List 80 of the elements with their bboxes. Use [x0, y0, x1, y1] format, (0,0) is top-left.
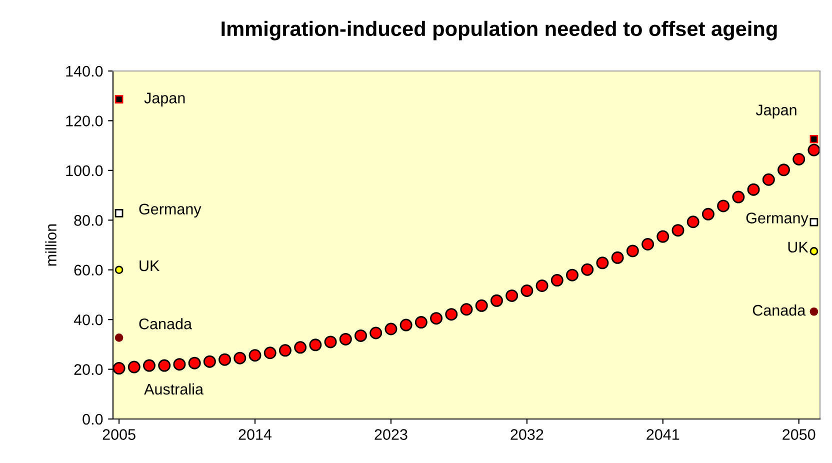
text: Canada [139, 318, 192, 330]
point [218, 353, 232, 366]
point [414, 316, 428, 329]
point [810, 307, 818, 316]
point [520, 284, 534, 297]
y-tick-label: 100.0 [66, 165, 103, 176]
point [248, 349, 262, 362]
point [188, 356, 201, 370]
point [324, 336, 337, 348]
point [686, 216, 700, 228]
point [114, 95, 124, 104]
y-axis-title: million [45, 224, 56, 266]
point [566, 268, 578, 282]
point [642, 238, 654, 251]
point [143, 359, 156, 372]
point [550, 274, 564, 287]
y-tick-label: 40.0 [74, 314, 103, 326]
point [672, 224, 684, 237]
point [762, 173, 775, 186]
point [309, 338, 322, 352]
y-tick-label: 120.0 [66, 116, 103, 126]
y-tick-label: 20.0 [74, 364, 103, 375]
y-tick-label: 80.0 [74, 215, 103, 226]
point [384, 322, 398, 336]
series-label: Japan [144, 92, 185, 106]
point [702, 208, 714, 220]
point [114, 266, 124, 274]
point [278, 344, 292, 357]
point [792, 152, 806, 166]
series-label: Australia [144, 383, 204, 395]
point [294, 341, 307, 354]
point [264, 346, 276, 360]
series-label: Canada [752, 304, 806, 316]
point [596, 256, 609, 270]
y-tick-label: 0.0 [82, 414, 103, 425]
point [810, 218, 818, 226]
point [370, 326, 382, 340]
point [732, 190, 745, 204]
point [656, 230, 670, 243]
point [810, 247, 818, 256]
point [203, 355, 216, 368]
point [626, 244, 639, 258]
point [234, 352, 246, 364]
point [747, 183, 760, 196]
point [506, 289, 518, 302]
y-tick-label: 60.0 [74, 264, 103, 276]
point [158, 359, 171, 372]
point [354, 329, 368, 342]
x-tick-label: 2005 [102, 429, 136, 440]
x-tick-label: 2050 [782, 429, 816, 440]
point [173, 358, 186, 371]
point [339, 332, 352, 346]
point [777, 164, 790, 176]
point [445, 308, 458, 321]
series-label: Germany [746, 212, 808, 226]
point [611, 251, 624, 264]
text: Japan [756, 104, 796, 118]
point [128, 360, 140, 374]
chart-title: Immigration-induced population needed to offset ageing [222, 20, 777, 40]
series-label: UK [788, 242, 808, 253]
point [114, 334, 124, 342]
point [810, 134, 818, 144]
text: UK [140, 260, 160, 272]
point [475, 299, 488, 312]
point [400, 318, 412, 332]
point [536, 280, 548, 292]
point [113, 362, 126, 375]
x-tick-label: 2032 [510, 429, 544, 440]
point [490, 294, 503, 307]
point [460, 303, 473, 316]
point [808, 144, 820, 156]
point [581, 263, 594, 276]
x-tick-label: 2014 [238, 429, 272, 440]
point [717, 200, 730, 212]
y-tick-label: 140.0 [66, 66, 103, 77]
point [114, 209, 124, 218]
point [430, 312, 443, 325]
text: Germany [139, 204, 202, 218]
x-tick-label: 2023 [374, 429, 408, 440]
x-tick-label: 2041 [646, 429, 680, 440]
